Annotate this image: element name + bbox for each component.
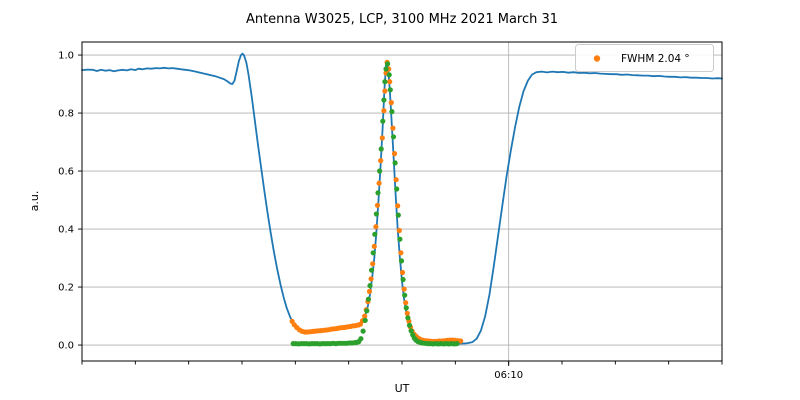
data-point — [380, 118, 386, 124]
data-point — [369, 267, 375, 273]
data-point — [376, 180, 382, 186]
data-point — [403, 300, 409, 306]
data-point — [368, 276, 374, 282]
legend-entry-label: FWHM 2.04 ° — [621, 53, 690, 65]
data-point — [387, 87, 393, 93]
data-point — [385, 61, 391, 67]
series-layer — [81, 52, 723, 347]
data-point — [362, 313, 368, 319]
y-tick-label: 0.2 — [58, 283, 74, 294]
data-point — [390, 134, 397, 140]
data-point — [404, 310, 410, 316]
data-point — [370, 250, 376, 256]
data-point — [378, 146, 384, 152]
series-blue-line — [81, 52, 723, 345]
data-point — [398, 258, 405, 264]
axis-layer: 0.0 0.2 0.4 0.6 0.8 1.0 06:10 — [58, 51, 723, 381]
data-point — [371, 243, 377, 249]
data-point — [383, 66, 389, 72]
data-point — [365, 296, 371, 302]
data-point — [408, 328, 414, 334]
legend-marker-dot-icon — [593, 55, 601, 62]
data-point — [401, 286, 407, 292]
data-point — [362, 317, 368, 323]
legend-box — [575, 44, 714, 72]
y-tick-label: 0.6 — [58, 167, 74, 178]
data-point — [389, 109, 395, 115]
data-point — [406, 322, 413, 328]
data-point — [395, 212, 401, 218]
data-point — [403, 305, 409, 311]
data-point — [387, 79, 393, 85]
data-point — [400, 276, 406, 283]
data-point — [405, 315, 411, 321]
data-point — [393, 177, 399, 183]
data-point — [367, 283, 373, 289]
data-point — [390, 125, 396, 131]
legend: FWHM 2.04 ° — [575, 44, 714, 72]
data-point — [397, 236, 403, 242]
data-point — [364, 308, 370, 314]
data-point — [366, 288, 373, 294]
data-point — [398, 250, 404, 256]
data-point — [386, 72, 392, 78]
data-point — [454, 341, 460, 347]
x-axis-label: UT — [395, 382, 410, 395]
series-green-dots — [290, 61, 460, 347]
data-point — [382, 79, 388, 85]
data-point — [392, 160, 398, 166]
y-tick-label: 0.4 — [58, 225, 74, 236]
data-point — [373, 224, 379, 230]
data-point — [381, 108, 387, 114]
y-tick-label: 1.0 — [58, 51, 74, 62]
chart-title: Antenna W3025, LCP, 3100 MHz 2021 March … — [246, 12, 558, 27]
x-tick-label: 06:10 — [494, 370, 523, 381]
plot-area-border — [81, 41, 723, 362]
data-point — [358, 336, 364, 342]
data-point — [395, 203, 401, 209]
data-point — [402, 292, 408, 298]
data-point — [373, 211, 379, 217]
data-point — [394, 186, 400, 192]
data-point — [399, 269, 406, 276]
data-point — [377, 168, 383, 174]
data-point — [370, 261, 376, 267]
data-point — [391, 151, 398, 157]
data-point — [379, 135, 385, 141]
data-point — [360, 328, 366, 334]
data-point — [374, 202, 381, 208]
data-point — [396, 227, 402, 234]
grid-layer — [82, 42, 722, 361]
y-tick-label: 0.0 — [58, 341, 74, 352]
data-point — [378, 158, 384, 164]
series-orange-dots — [289, 59, 464, 344]
data-point — [372, 231, 378, 237]
data-point — [458, 338, 464, 344]
data-point — [375, 190, 381, 196]
data-point — [382, 88, 388, 94]
data-point — [388, 100, 394, 106]
data-point — [381, 97, 387, 103]
y-axis-label: a.u. — [28, 191, 41, 212]
y-tick-label: 0.8 — [58, 109, 74, 120]
